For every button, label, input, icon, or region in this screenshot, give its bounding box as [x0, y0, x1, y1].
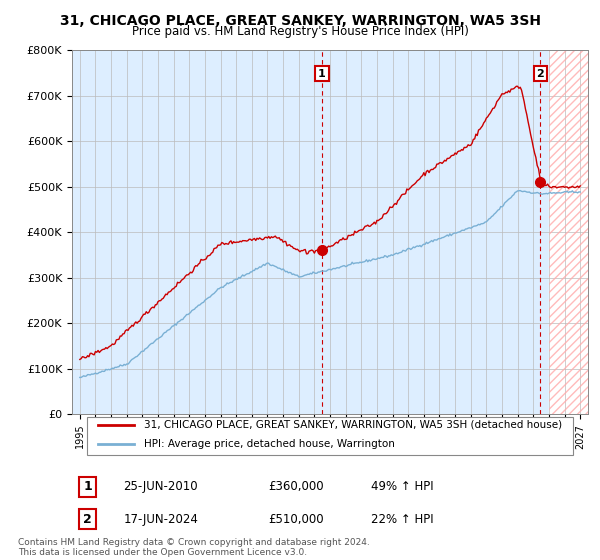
Text: 1: 1: [318, 68, 326, 78]
Text: Price paid vs. HM Land Registry's House Price Index (HPI): Price paid vs. HM Land Registry's House …: [131, 25, 469, 38]
Text: 49% ↑ HPI: 49% ↑ HPI: [371, 480, 434, 493]
Text: 17-JUN-2024: 17-JUN-2024: [124, 512, 199, 526]
Text: 31, CHICAGO PLACE, GREAT SANKEY, WARRINGTON, WA5 3SH: 31, CHICAGO PLACE, GREAT SANKEY, WARRING…: [59, 14, 541, 28]
Text: Contains HM Land Registry data © Crown copyright and database right 2024.
This d: Contains HM Land Registry data © Crown c…: [18, 538, 370, 557]
Text: 22% ↑ HPI: 22% ↑ HPI: [371, 512, 434, 526]
Text: 1: 1: [83, 480, 92, 493]
Text: HPI: Average price, detached house, Warrington: HPI: Average price, detached house, Warr…: [144, 438, 395, 449]
Text: 2: 2: [83, 512, 92, 526]
Text: £510,000: £510,000: [268, 512, 324, 526]
Text: 25-JUN-2010: 25-JUN-2010: [124, 480, 198, 493]
Text: 31, CHICAGO PLACE, GREAT SANKEY, WARRINGTON, WA5 3SH (detached house): 31, CHICAGO PLACE, GREAT SANKEY, WARRING…: [144, 420, 562, 430]
Bar: [549, 50, 588, 414]
Bar: [549, 50, 588, 414]
Text: £360,000: £360,000: [268, 480, 324, 493]
Text: 2: 2: [536, 68, 544, 78]
FancyBboxPatch shape: [88, 417, 572, 455]
